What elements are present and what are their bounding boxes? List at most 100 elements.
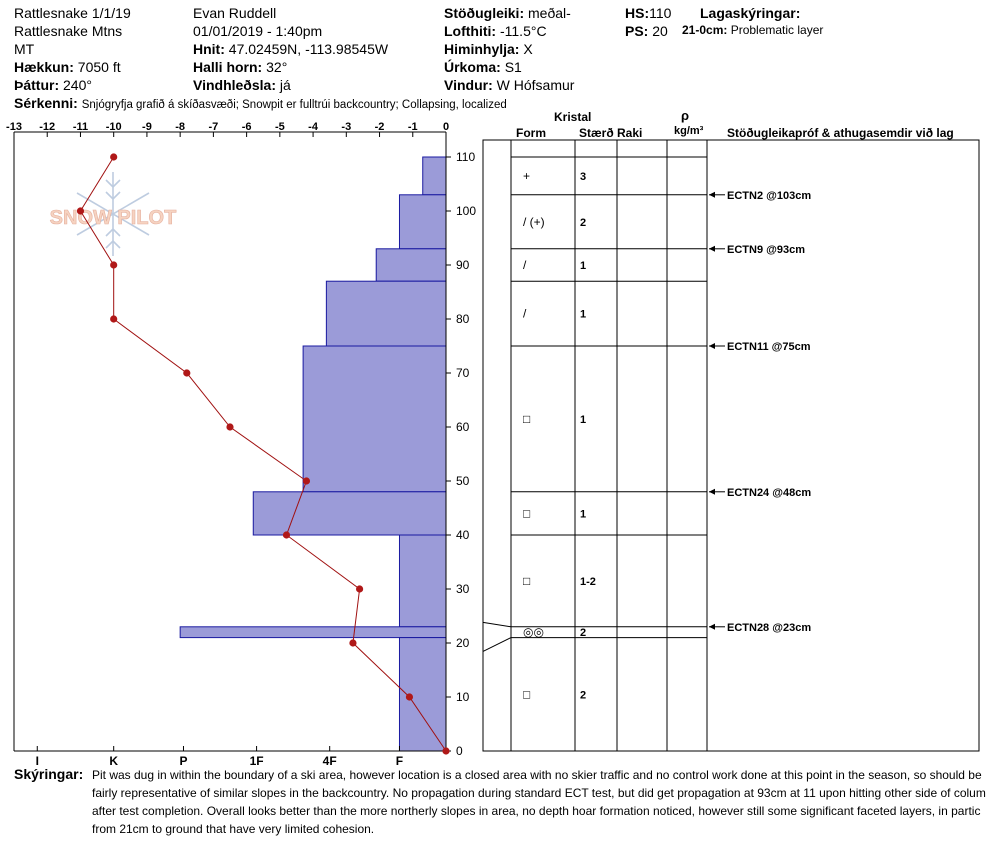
slope-label: Halli horn: xyxy=(193,59,263,75)
layer-form: + xyxy=(523,169,530,183)
temp-tick-label: 0 xyxy=(443,121,449,133)
snowflake-logo: SNOW PILOT xyxy=(49,172,177,256)
temp-tick-label: -2 xyxy=(375,121,385,133)
temp-tick-label: -10 xyxy=(106,121,122,133)
axes: -13 -12 -11 -10 -9 -8 -7 -6 -5 -4 -3 -2 -1 0010203040… xyxy=(6,121,476,768)
sky: Himinhylja: X xyxy=(444,40,533,58)
stability: Stöðugleiki: meðal- xyxy=(444,4,571,22)
test-label: ECTN9 @93cm xyxy=(727,244,805,256)
stability-label: Stöðugleiki: xyxy=(444,5,525,21)
snow-profile-chart: SNOW PILOT -13 -12 -11 -10 -9 -8 -7 -6 -5 -4 -3 -2-… xyxy=(6,121,980,768)
layer-form: □ xyxy=(523,687,530,701)
layer-notes-label: Lagaskýringar: xyxy=(700,5,801,21)
hardness-tick-label: I xyxy=(36,754,39,768)
table-frame xyxy=(482,139,980,752)
test-arrowhead xyxy=(709,191,715,198)
depth-tick-label: 60 xyxy=(456,420,470,434)
slope: Halli horn: 32° xyxy=(193,58,287,76)
precip: Úrkoma: S1 xyxy=(444,58,522,76)
size-header: Stærð xyxy=(579,126,614,140)
location-name: Rattlesnake Mtns xyxy=(14,23,123,39)
test-label: ECTN11 @75cm xyxy=(727,341,811,353)
slope-value: 32° xyxy=(266,59,288,75)
hardness-tick-label: P xyxy=(179,754,187,768)
state: MT xyxy=(14,41,35,57)
depth-tick-label: 40 xyxy=(456,528,470,542)
temp-point xyxy=(76,207,85,215)
depth-tick-label: 110 xyxy=(456,150,475,164)
test-label: ECTN2 @103cm xyxy=(727,190,811,202)
layer-form: ◎◎ xyxy=(523,625,544,639)
tests-header: Stöðugleikapróf & athugasemdir við lag xyxy=(727,126,954,140)
hs-label: HS: xyxy=(625,5,650,21)
depth-tick-label: 100 xyxy=(456,204,476,218)
air-temp: Lofthiti: -11.5°C xyxy=(444,22,547,40)
wind: Vindur: W Hófsamur xyxy=(444,76,574,94)
footer-line-4: from 21cm to ground that have very limit… xyxy=(92,822,375,836)
sky-value: X xyxy=(523,41,533,57)
temperature-profile xyxy=(76,153,450,755)
depth-tick-label: 0 xyxy=(456,744,463,758)
depth-tick-label: 70 xyxy=(456,366,470,380)
precip-label: Úrkoma: xyxy=(444,59,501,75)
temp-tick-label: -12 xyxy=(39,121,55,133)
crystal-header: Kristal xyxy=(554,110,592,124)
hardness-bar xyxy=(179,626,447,639)
features-label: Sérkenni: xyxy=(14,95,78,111)
moisture-header: Raki xyxy=(617,126,643,140)
temp-point xyxy=(110,315,118,323)
datetime: 01/01/2019 - 1:40pm xyxy=(193,23,323,39)
density-unit: kg/m³ xyxy=(674,125,704,137)
test-label: ECTN28 @23cm xyxy=(727,622,811,634)
hardness-tick-label: 4F xyxy=(323,754,337,768)
temp-point xyxy=(356,585,364,593)
layer-size: 1 xyxy=(580,309,586,321)
temp-point xyxy=(442,747,450,755)
elevation-label: Hækkun: xyxy=(14,59,74,75)
temp-tick-label: -1 xyxy=(408,121,418,133)
temp-point xyxy=(226,423,234,431)
layer-note: 21-0cm: Problematic layer xyxy=(682,23,823,37)
aspect: Þáttur: 240° xyxy=(14,76,92,94)
features: Sérkenni: Snjógryfja grafið á skíðasvæði… xyxy=(14,94,507,114)
temp-point xyxy=(183,369,191,377)
hardness-bar xyxy=(422,156,447,196)
hardness-bar xyxy=(398,194,447,250)
air-temp-value: -11.5°C xyxy=(499,23,547,39)
features-value: Snjógryfja grafið á skíðasvæði; Snowpit … xyxy=(81,99,507,111)
test-label: ECTN24 @48cm xyxy=(727,487,811,499)
pit-name: Rattlesnake 1/1/19 xyxy=(14,5,131,21)
layer-form: □ xyxy=(523,506,530,520)
wind-label: Vindur: xyxy=(444,77,493,93)
layer-form: / xyxy=(523,258,527,272)
hardness-bar xyxy=(252,491,447,536)
temp-tick-label: -11 xyxy=(73,121,88,133)
depth-tick-label: 20 xyxy=(456,636,470,650)
temp-tick-label: -7 xyxy=(208,121,218,133)
test-arrowhead xyxy=(709,343,715,349)
layer-size: 2 xyxy=(580,689,586,701)
layer-size: 3 xyxy=(580,171,586,183)
footer-label: Skýringar: xyxy=(14,766,84,782)
temp-tick-label: -6 xyxy=(242,121,252,133)
coords-value: 47.02459N, -113.98545W xyxy=(228,41,389,57)
thin-layer-connector xyxy=(482,621,512,652)
hs-value: 110 xyxy=(649,5,672,21)
hardness-tick-label: K xyxy=(109,754,118,768)
hardness-bar xyxy=(302,345,447,493)
ps-value: 20 xyxy=(652,23,668,39)
temp-tick-label: -13 xyxy=(6,121,22,133)
watermark-text: SNOW PILOT xyxy=(50,207,177,229)
layer-size: 1 xyxy=(580,414,586,426)
temp-point xyxy=(110,153,118,161)
layer-size: 1 xyxy=(580,260,586,272)
depth-tick-label: 90 xyxy=(456,258,470,272)
hardness-tick-label: F xyxy=(396,754,403,768)
depth-tick-label: 30 xyxy=(456,582,470,596)
density-symbol: ρ xyxy=(681,108,690,123)
layer-form: / xyxy=(523,307,527,321)
wind-loading-value: já xyxy=(279,77,291,93)
test-arrowhead xyxy=(709,245,715,252)
depth-tick-label: 80 xyxy=(456,312,470,326)
test-arrowhead xyxy=(709,623,715,630)
